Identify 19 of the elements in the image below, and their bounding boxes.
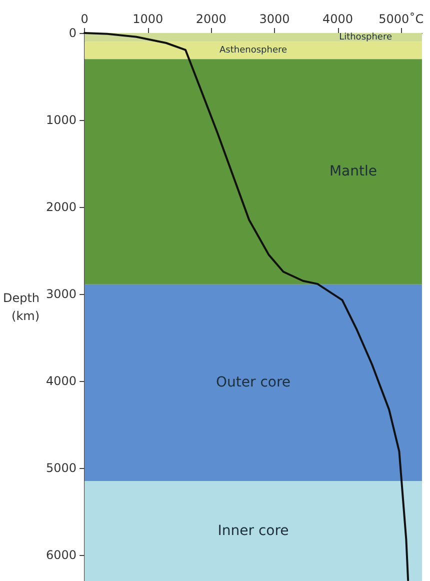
x-tick-label: 1000 xyxy=(132,12,164,26)
y-tick-label: 2000 xyxy=(46,200,77,214)
y-tick-label: 0 xyxy=(68,26,77,40)
band-label: Asthenosphere xyxy=(220,45,288,56)
y-tick-label: 4000 xyxy=(46,374,77,388)
x-tick-label: 5000˚C xyxy=(378,12,424,26)
band-label: Inner core xyxy=(218,522,289,539)
band-label: Outer core xyxy=(216,374,291,391)
x-tick-label: 3000 xyxy=(259,12,290,26)
y-tick-label: 3000 xyxy=(46,286,77,301)
y-tick-label: 1000 xyxy=(46,112,77,127)
band-label: Lithosphere xyxy=(339,32,392,42)
y-tick-label: 5000 xyxy=(46,460,77,475)
y-tick-label: 6000 xyxy=(46,548,77,562)
x-tick-label: 0 xyxy=(80,12,88,26)
y-axis-title: Depth (km) xyxy=(2,291,40,323)
x-tick-label: 2000 xyxy=(196,12,226,26)
band-label: Mantle xyxy=(329,164,377,180)
x-tick-label: 4000 xyxy=(322,12,354,26)
